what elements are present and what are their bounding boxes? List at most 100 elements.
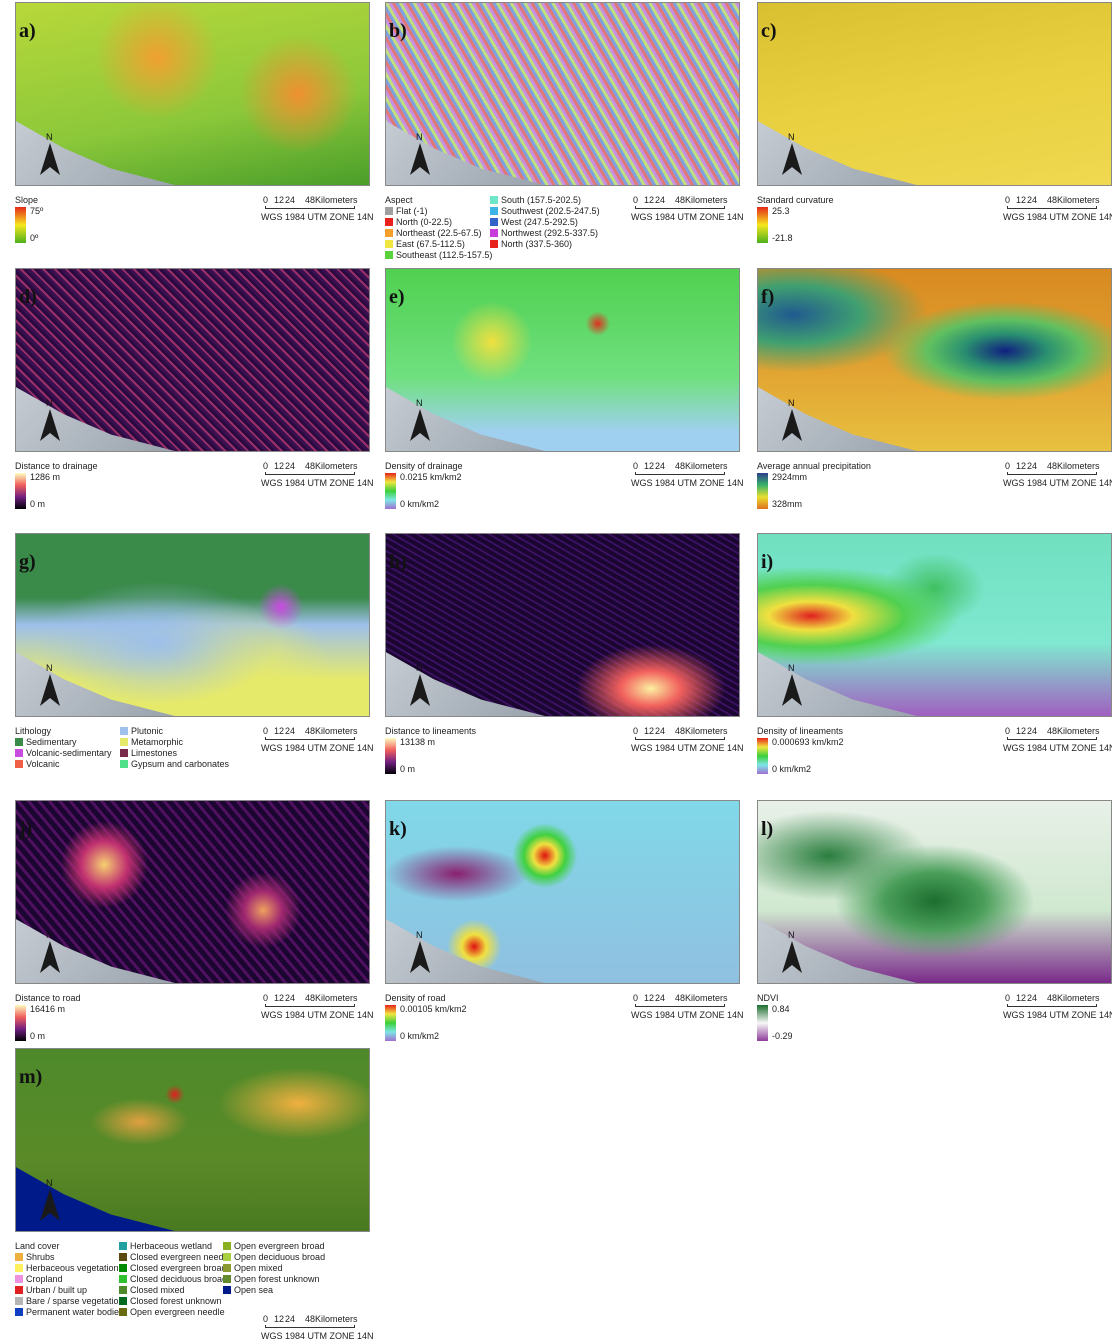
north-arrow: N [780, 397, 804, 443]
legend-min: -21.8 [772, 233, 793, 244]
north-symbol: N [46, 1178, 53, 1188]
north-arrow: N [408, 131, 432, 177]
scale-label: 0 [633, 726, 638, 737]
scale-bar [265, 206, 355, 209]
legend-item: Open sea [234, 1285, 273, 1296]
scale-label: 48Kilometers [675, 195, 728, 206]
legend-swatch [119, 1286, 127, 1294]
panel-label: c) [761, 20, 777, 43]
legend-swatch [120, 749, 128, 757]
legend-max: 0.84 [772, 1004, 790, 1015]
legend-item: Permanent water bodies [26, 1307, 124, 1318]
legend-max: 75º [30, 206, 43, 217]
north-arrow: N [408, 929, 432, 975]
legend-swatch [490, 207, 498, 215]
scale-label: 24 [655, 461, 665, 472]
scale-label: 24 [655, 726, 665, 737]
map: N [385, 533, 740, 717]
color-ramp [757, 1005, 768, 1041]
scale-bar [265, 1325, 355, 1328]
projection: WGS 1984 UTM ZONE 14N [261, 1010, 374, 1021]
legend-item: East (67.5-112.5) [396, 239, 465, 250]
legend-item: Closed mixed [130, 1285, 185, 1296]
legend-swatch [120, 738, 128, 746]
panel-label: a) [19, 20, 36, 43]
projection: WGS 1984 UTM ZONE 14N [261, 212, 374, 223]
scale-label: 24 [655, 195, 665, 206]
scale-label: 12 [274, 993, 284, 1004]
map: N [757, 533, 1112, 717]
legend-swatch [119, 1253, 127, 1261]
legend-swatch [385, 207, 393, 215]
projection: WGS 1984 UTM ZONE 14N [1003, 212, 1112, 223]
panel-label: i) [761, 551, 773, 574]
scale-label: 0 [263, 1314, 268, 1325]
scale-label: 12 [274, 195, 284, 206]
legend-swatch [490, 218, 498, 226]
scale-label: 0 [1005, 726, 1010, 737]
arrow [782, 674, 802, 706]
legend-item: Open evergreen broad [234, 1241, 325, 1252]
legend-item: Closed forest unknown [130, 1296, 222, 1307]
color-ramp [757, 473, 768, 509]
legend-title: Slope [15, 195, 38, 206]
legend-item: Cropland [26, 1274, 63, 1285]
legend-swatch [385, 240, 393, 248]
scale-label: 12 [274, 1314, 284, 1325]
color-ramp [15, 473, 26, 509]
map: N [15, 800, 370, 984]
legend-min: 0 km/km2 [400, 1031, 439, 1042]
legend-max: 13138 m [400, 737, 435, 748]
north-arrow: N [38, 397, 62, 443]
scale-bar [265, 737, 355, 740]
scale-label: 0 [263, 461, 268, 472]
legend-item: Open deciduous broad [234, 1252, 325, 1263]
legend-swatch [15, 738, 23, 746]
legend-swatch [223, 1253, 231, 1261]
legend-item: Herbaceous wetland [130, 1241, 212, 1252]
legend-min: 0 m [400, 764, 415, 775]
legend-item: Southwest (202.5-247.5) [501, 206, 600, 217]
scale-label: 48Kilometers [305, 195, 358, 206]
scale-label: 0 [263, 993, 268, 1004]
legend-swatch [385, 251, 393, 259]
scale-label: 48Kilometers [675, 993, 728, 1004]
north-arrow: N [408, 397, 432, 443]
scale-label: 48Kilometers [305, 726, 358, 737]
panel-label: m) [19, 1066, 42, 1089]
color-ramp [757, 738, 768, 774]
legend-item: Closed evergreen needle [130, 1252, 231, 1263]
map: N [757, 268, 1112, 452]
legend-swatch [15, 1297, 23, 1305]
arrow [782, 409, 802, 441]
panel-label: k) [389, 818, 407, 841]
scale-label: 12 [644, 726, 654, 737]
scale-label: 24 [1027, 461, 1037, 472]
legend-swatch [119, 1297, 127, 1305]
arrow [782, 143, 802, 175]
scale-label: 0 [633, 461, 638, 472]
legend-min: 328mm [772, 499, 802, 510]
legend-swatch [15, 1264, 23, 1272]
legend-swatch [223, 1264, 231, 1272]
north-arrow: N [408, 662, 432, 708]
legend-title: Density of lineaments [757, 726, 843, 737]
map: N [15, 2, 370, 186]
arrow [40, 409, 60, 441]
map: N [757, 800, 1112, 984]
legend-swatch [15, 1308, 23, 1316]
arrow [410, 143, 430, 175]
legend-item: Open mixed [234, 1263, 283, 1274]
legend-item: South (157.5-202.5) [501, 195, 581, 206]
legend-swatch [119, 1242, 127, 1250]
north-arrow: N [780, 929, 804, 975]
scale-label: 24 [1027, 726, 1037, 737]
legend-swatch [120, 727, 128, 735]
legend-item: Northeast (22.5-67.5) [396, 228, 482, 239]
legend-swatch [15, 749, 23, 757]
scale-label: 48Kilometers [675, 726, 728, 737]
north-symbol: N [788, 132, 795, 142]
legend-max: 16416 m [30, 1004, 65, 1015]
map: N [385, 268, 740, 452]
panel-label: g) [19, 551, 36, 574]
